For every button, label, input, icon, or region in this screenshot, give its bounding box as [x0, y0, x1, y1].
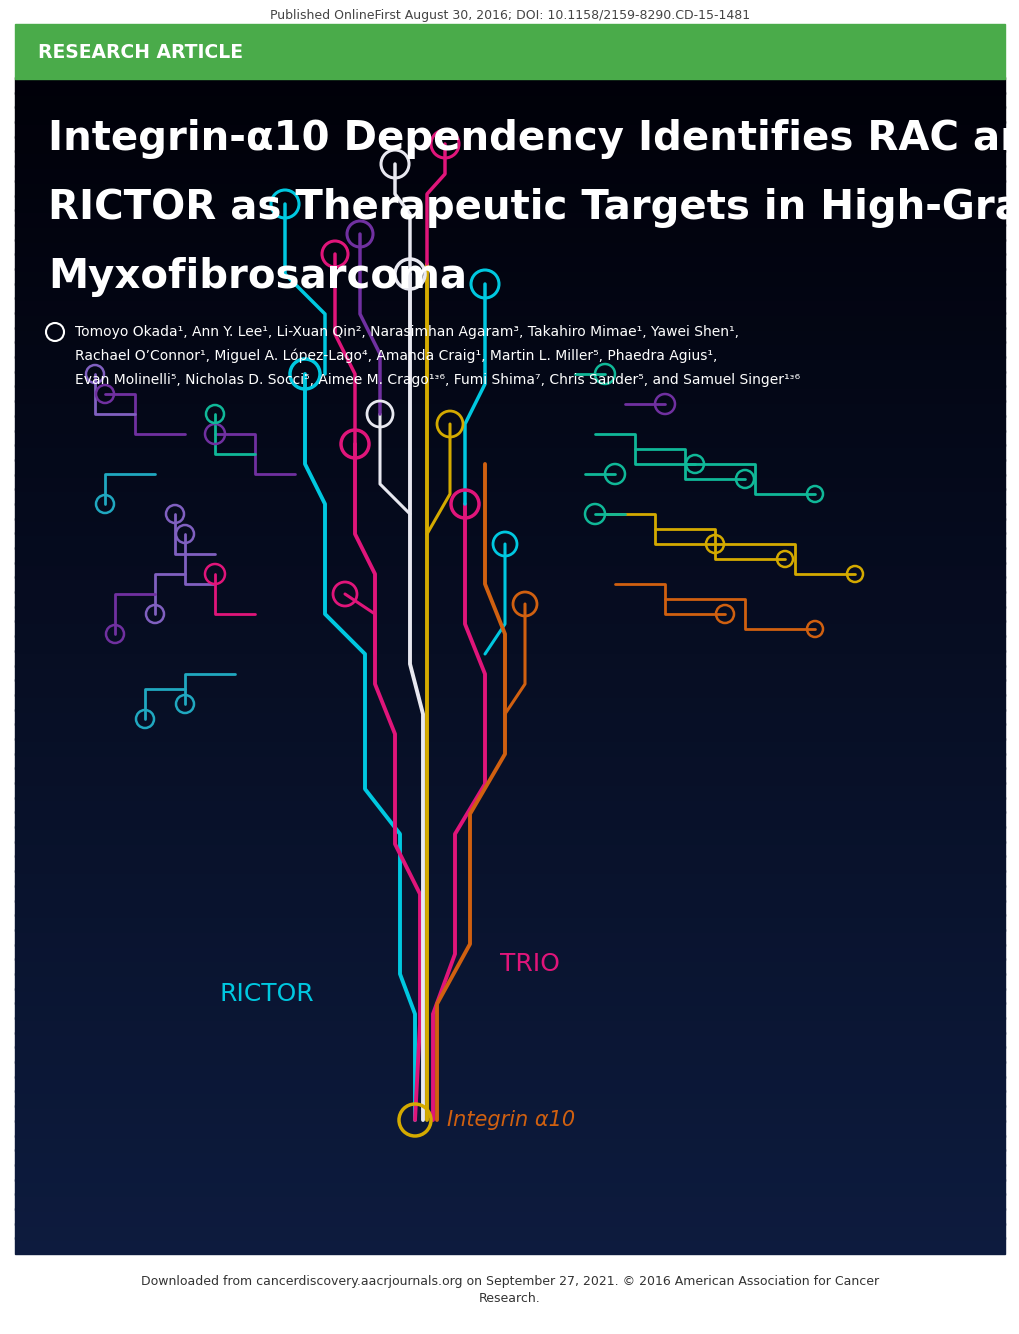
Bar	[15, 650, 1004, 667]
Text: RICTOR as Therapeutic Targets in High-Grade: RICTOR as Therapeutic Targets in High-Gr…	[48, 188, 1019, 228]
Bar	[15, 297, 1004, 313]
Bar	[15, 1090, 1004, 1107]
Bar	[15, 1178, 1004, 1195]
Bar	[15, 24, 1004, 79]
Bar	[15, 253, 1004, 269]
Bar	[15, 1163, 1004, 1181]
Bar	[15, 591, 1004, 608]
Bar	[15, 870, 1004, 887]
Bar	[15, 855, 1004, 872]
Bar	[15, 811, 1004, 828]
Text: RICTOR: RICTOR	[220, 982, 314, 1006]
Bar	[15, 503, 1004, 520]
Bar	[15, 400, 1004, 416]
Bar	[15, 386, 1004, 402]
Bar	[15, 1105, 1004, 1122]
Bar	[15, 209, 1004, 225]
Bar	[15, 987, 1004, 1005]
Bar	[15, 532, 1004, 550]
Text: TRIO: TRIO	[499, 952, 559, 976]
Bar	[15, 77, 1004, 93]
Bar	[15, 884, 1004, 902]
Bar	[15, 239, 1004, 255]
Bar	[15, 1193, 1004, 1210]
Bar	[15, 312, 1004, 328]
Bar	[15, 151, 1004, 167]
Bar	[15, 826, 1004, 843]
Bar	[15, 606, 1004, 623]
Text: Rachael O’Connor¹, Miguel A. López-Lago⁴, Amanda Craig¹, Martin L. Miller⁵, Phae: Rachael O’Connor¹, Miguel A. López-Lago⁴…	[75, 348, 716, 363]
Bar	[15, 767, 1004, 784]
Bar	[15, 738, 1004, 755]
Bar	[15, 1134, 1004, 1151]
Text: Integrin-α10 Dependency Identifies RAC and: Integrin-α10 Dependency Identifies RAC a…	[48, 119, 1019, 159]
Bar	[15, 1238, 1004, 1254]
Bar	[15, 283, 1004, 299]
Bar	[15, 694, 1004, 711]
Bar	[15, 972, 1004, 990]
Bar	[15, 92, 1004, 108]
Bar	[15, 943, 1004, 960]
Text: Published OnlineFirst August 30, 2016; DOI: 10.1158/2159-8290.CD-15-1481: Published OnlineFirst August 30, 2016; D…	[270, 9, 749, 23]
Bar	[15, 224, 1004, 240]
Bar	[15, 796, 1004, 814]
Text: RESEARCH ARTICLE: RESEARCH ARTICLE	[38, 43, 243, 61]
Bar	[15, 474, 1004, 491]
Bar	[15, 782, 1004, 799]
Bar	[15, 1223, 1004, 1239]
Bar	[15, 914, 1004, 931]
Text: Myxofibrosarcoma: Myxofibrosarcoma	[48, 257, 467, 297]
Bar	[15, 1031, 1004, 1049]
Bar	[15, 415, 1004, 431]
Text: Research.: Research.	[479, 1293, 540, 1306]
Bar	[15, 547, 1004, 564]
Bar	[15, 664, 1004, 682]
Bar	[15, 958, 1004, 975]
Bar	[15, 136, 1004, 152]
Bar	[15, 1209, 1004, 1225]
Bar	[15, 488, 1004, 506]
Bar	[15, 356, 1004, 372]
Text: Evan Molinelli⁵, Nicholas D. Socci⁵, Aimee M. Crago¹ᵌ⁶, Fumi Shima⁷, Chris Sande: Evan Molinelli⁵, Nicholas D. Socci⁵, Aim…	[75, 374, 799, 387]
Bar	[15, 840, 1004, 858]
Bar	[15, 107, 1004, 123]
Bar	[15, 1075, 1004, 1093]
Bar	[15, 430, 1004, 446]
Bar	[15, 723, 1004, 740]
Bar	[15, 1119, 1004, 1137]
Bar	[15, 1046, 1004, 1063]
Bar	[15, 121, 1004, 137]
Text: Tomoyo Okada¹, Ann Y. Lee¹, Li-Xuan Qin², Narasimhan Agaram³, Takahiro Mimae¹, Y: Tomoyo Okada¹, Ann Y. Lee¹, Li-Xuan Qin²…	[75, 325, 739, 339]
Bar	[15, 1017, 1004, 1034]
Bar	[15, 635, 1004, 652]
Bar	[15, 195, 1004, 211]
Bar	[15, 708, 1004, 726]
Bar	[15, 327, 1004, 343]
Bar	[15, 1061, 1004, 1078]
Bar	[15, 899, 1004, 916]
Bar	[15, 342, 1004, 358]
Bar	[15, 518, 1004, 535]
Bar	[15, 165, 1004, 181]
Bar	[15, 1002, 1004, 1019]
Bar	[15, 620, 1004, 638]
Text: Downloaded from cancerdiscovery.aacrjournals.org on September 27, 2021. © 2016 A: Downloaded from cancerdiscovery.aacrjour…	[141, 1275, 878, 1289]
Bar	[15, 371, 1004, 387]
Bar	[15, 1149, 1004, 1166]
Bar	[15, 576, 1004, 594]
Bar	[15, 180, 1004, 196]
Bar	[15, 444, 1004, 460]
Bar	[15, 928, 1004, 946]
Bar	[15, 562, 1004, 579]
Bar	[15, 679, 1004, 696]
Text: Integrin α10: Integrin α10	[446, 1110, 575, 1130]
Bar	[15, 268, 1004, 284]
Bar	[15, 752, 1004, 770]
Bar	[15, 459, 1004, 475]
